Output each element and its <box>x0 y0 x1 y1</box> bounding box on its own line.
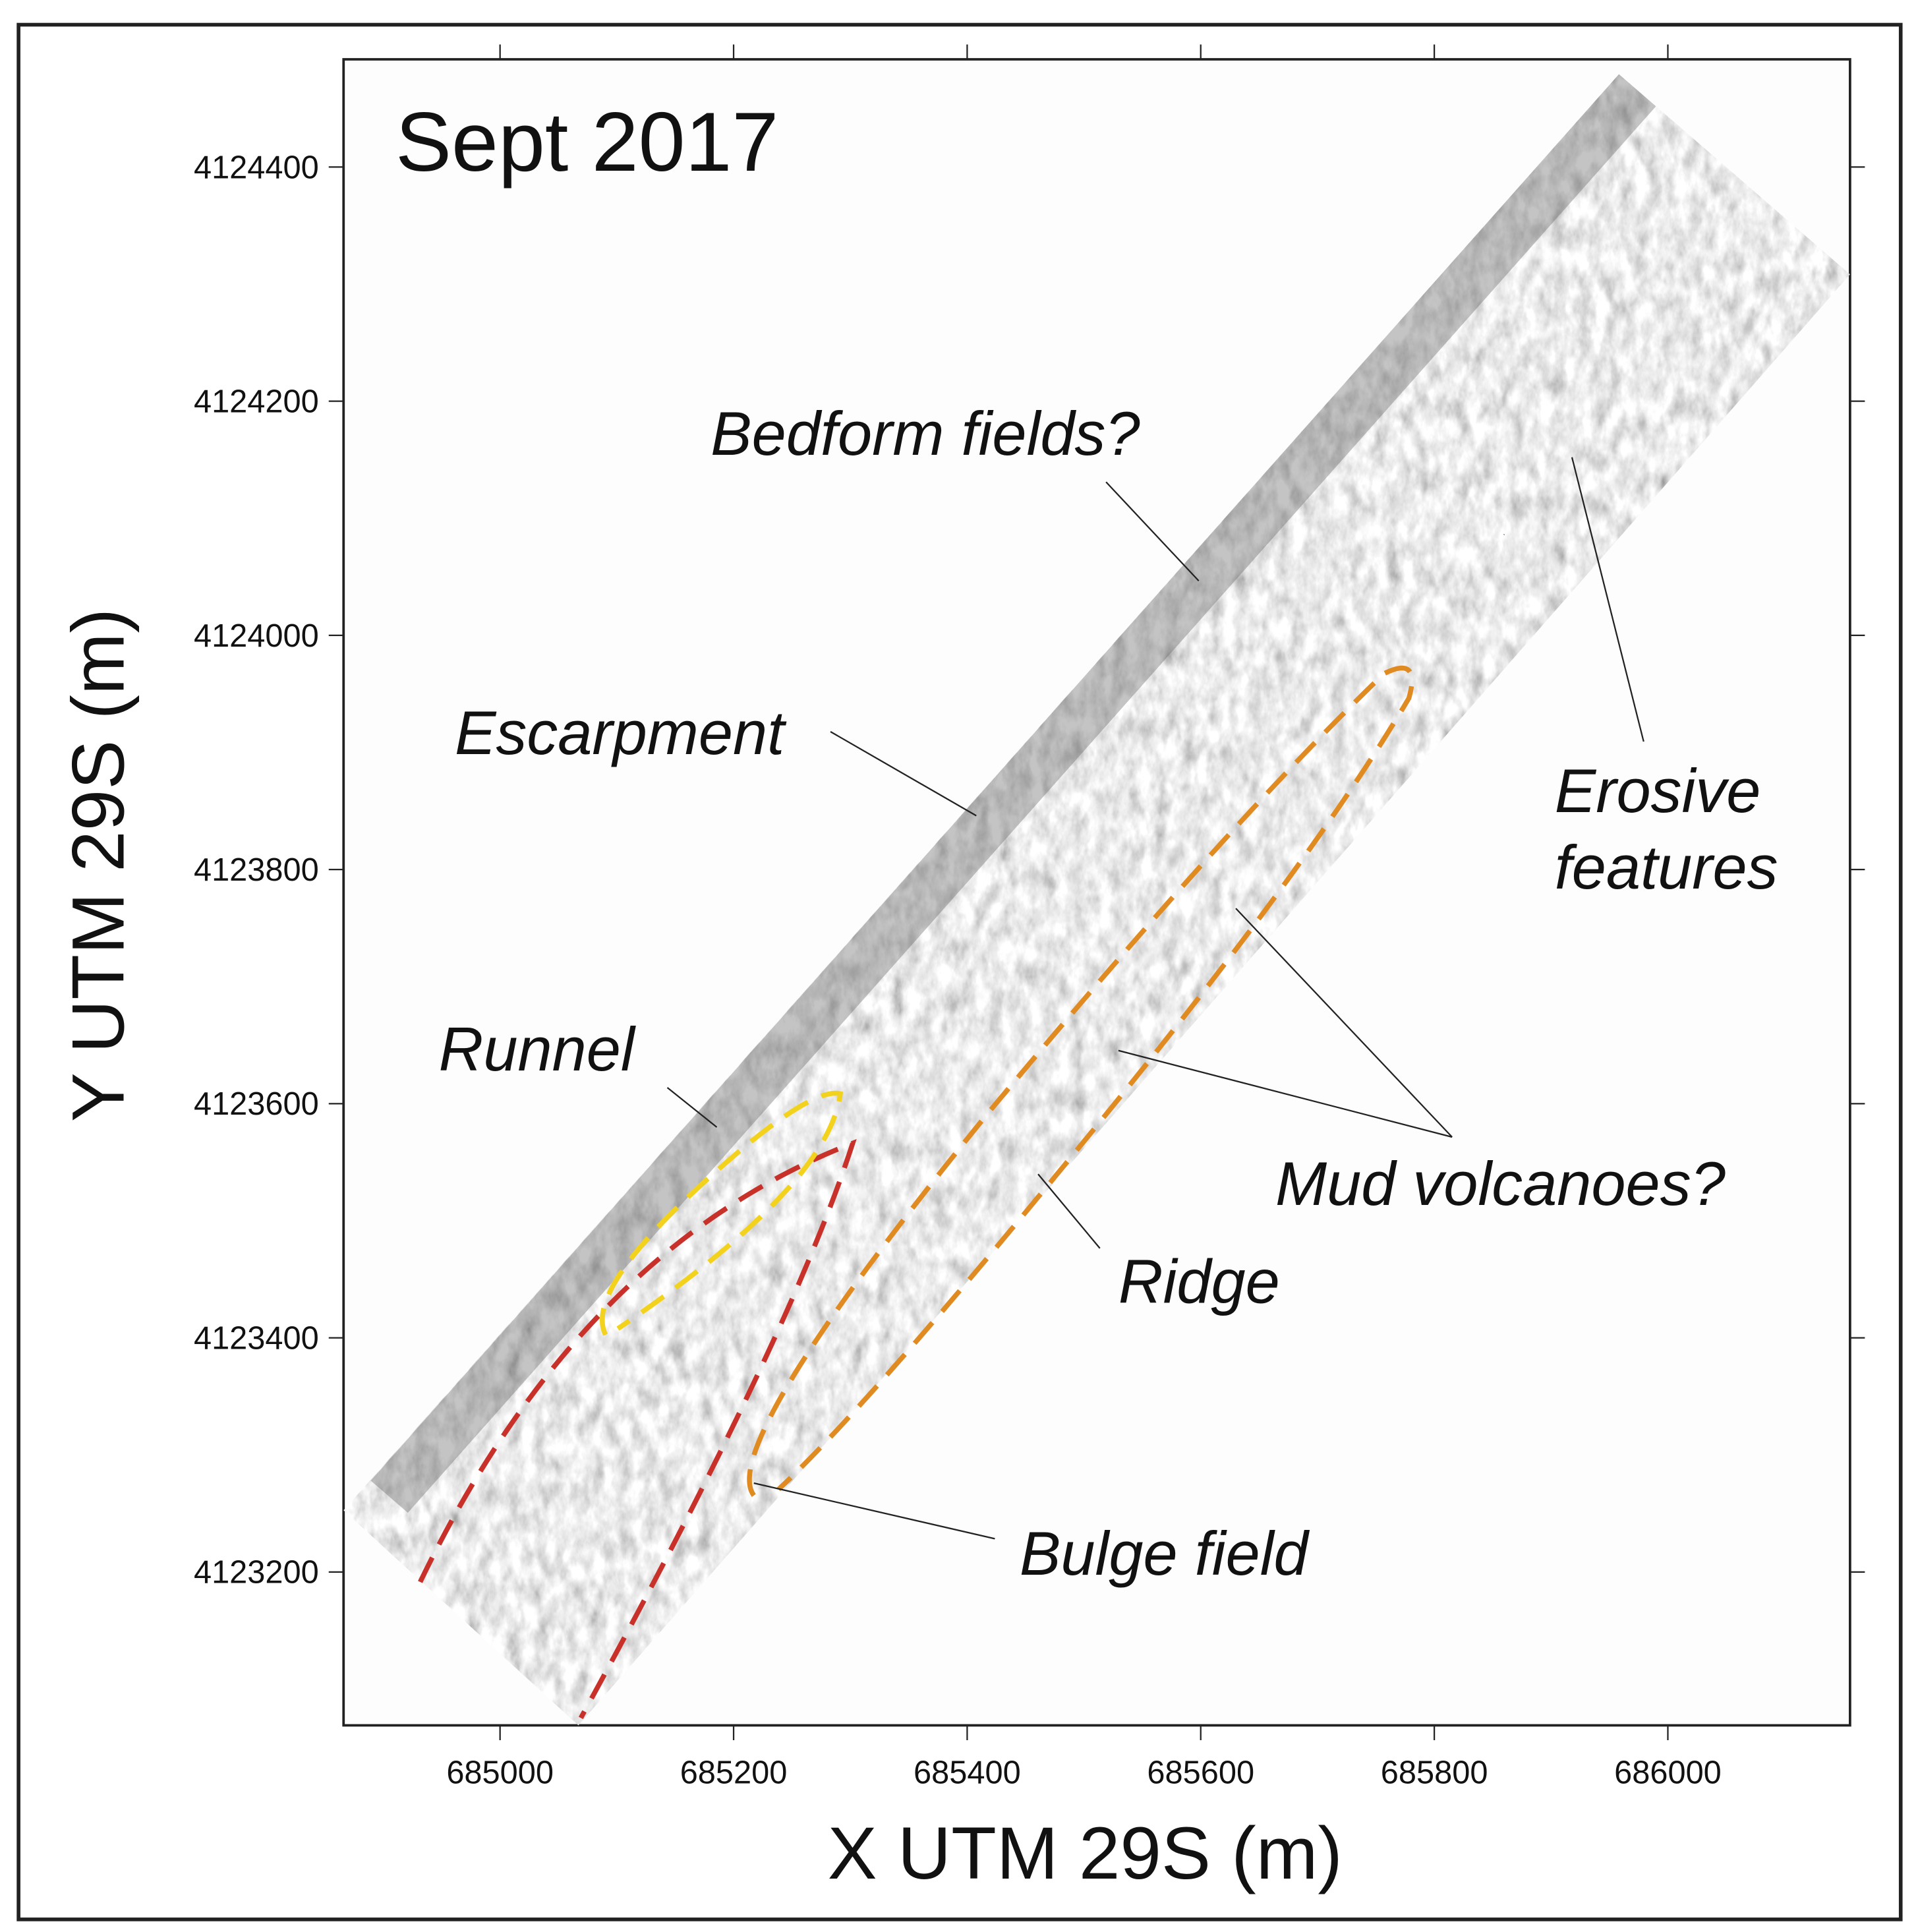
leader-line <box>830 731 977 817</box>
x-tick-label: 686000 <box>1614 1755 1722 1791</box>
map-title: Sept 2017 <box>395 96 778 189</box>
leader-line <box>1105 481 1200 582</box>
leader-line <box>1118 1049 1453 1138</box>
annotation: Mud volcanoes? <box>1275 1149 1726 1218</box>
leader-line <box>666 1087 718 1128</box>
annotation: Erosive <box>1555 756 1761 825</box>
ridge-outline <box>747 665 1414 1497</box>
annotation: features <box>1555 833 1778 902</box>
escarpment-shade <box>370 74 1656 1513</box>
outer-border <box>16 22 1903 1921</box>
y-tick-label: 4124000 <box>194 618 319 654</box>
y-tick-label: 4124400 <box>194 150 319 185</box>
x-tick-label: 685400 <box>914 1755 1021 1791</box>
annotation: Escarpment <box>455 698 787 767</box>
x-axis-label: X UTM 29S (m) <box>828 1811 1343 1894</box>
x-tick-label: 685600 <box>1147 1755 1254 1791</box>
y-tick-label: 4123600 <box>194 1086 319 1122</box>
leader-line <box>753 1482 995 1540</box>
annotation: Bedform fields? <box>711 399 1140 468</box>
leader-line <box>1235 908 1453 1138</box>
annotation: Bulge field <box>1020 1519 1310 1588</box>
figure-body: Sept 2017 X UTM 29S (m) Y UTM 29S (m) 68… <box>16 22 1903 1921</box>
y-tick-label: 4123800 <box>194 852 319 888</box>
y-tick-label: 4123200 <box>194 1555 319 1591</box>
annotation: Ridge <box>1119 1246 1280 1316</box>
x-tick-label: 685000 <box>446 1755 554 1791</box>
y-tick-label: 4124200 <box>194 384 319 420</box>
leaders <box>666 457 1644 1540</box>
leader-line <box>1571 457 1644 742</box>
leader-line <box>1037 1173 1101 1249</box>
x-tick-label: 685800 <box>1381 1755 1488 1791</box>
y-axis-label: Y UTM 29S (m) <box>57 608 140 1122</box>
bulge-outline <box>418 1139 857 1720</box>
annotation: Runnel <box>439 1014 636 1084</box>
outlines <box>418 665 1414 1720</box>
runnel-outline <box>600 1090 844 1336</box>
x-tick-label: 685200 <box>680 1755 788 1791</box>
y-tick-label: 4123400 <box>194 1320 319 1356</box>
